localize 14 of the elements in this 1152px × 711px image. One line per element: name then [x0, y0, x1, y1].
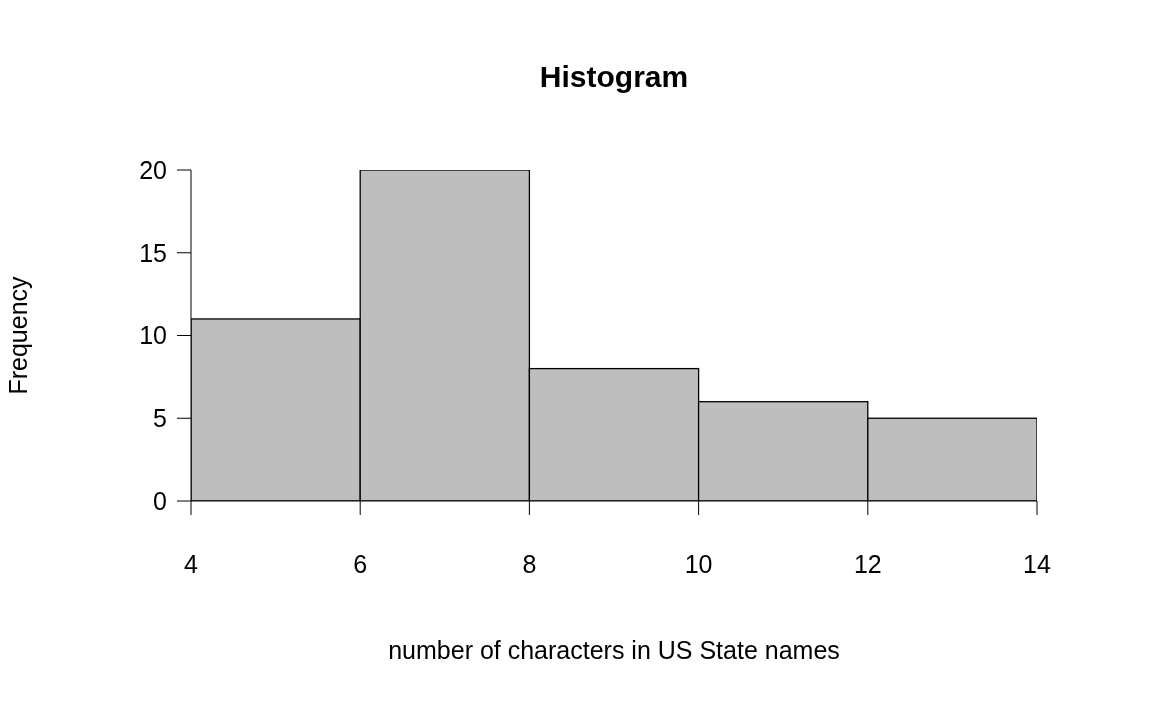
y-tick-label: 0: [153, 486, 167, 515]
x-tick-label: 4: [184, 549, 199, 578]
y-axis-title: Frequency: [3, 275, 32, 395]
x-tick-label: 8: [522, 549, 537, 578]
y-tick-label: 5: [153, 404, 167, 433]
y-tick-label: 10: [139, 321, 167, 350]
y-tick-label: 20: [139, 155, 167, 184]
x-tick-label: 14: [1023, 549, 1051, 578]
y-tick-label: 15: [139, 238, 167, 267]
chart-title: Histogram: [538, 60, 690, 94]
x-axis-title: number of characters in US State names: [388, 635, 840, 664]
x-tick-label: 10: [684, 549, 713, 578]
x-tick-label: 6: [353, 549, 368, 578]
x-tick-label: 12: [853, 549, 882, 578]
